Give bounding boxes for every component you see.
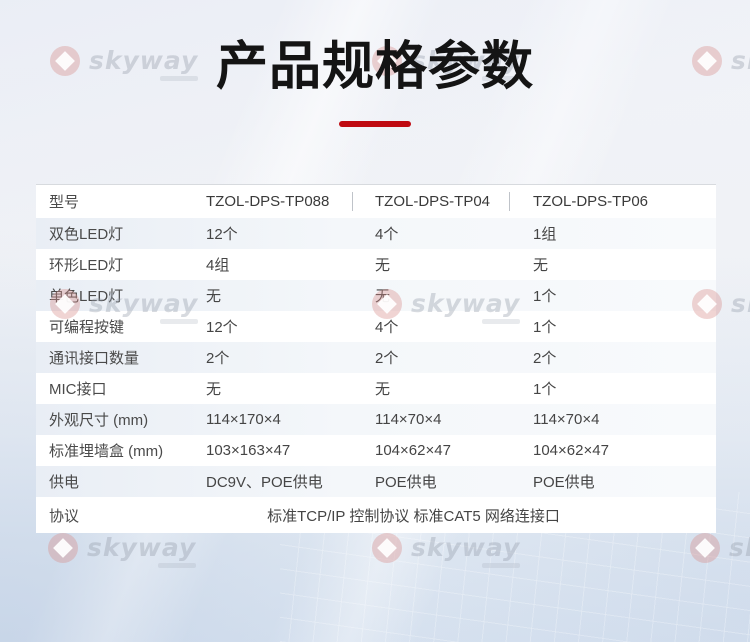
- spec-value: 2个: [206, 350, 230, 367]
- title-divider: [339, 121, 411, 127]
- spec-value: 无: [375, 257, 391, 274]
- skyway-subtext: [158, 563, 197, 568]
- skyway-wordmark: skyway: [411, 533, 521, 562]
- diamond-icon: [377, 538, 397, 558]
- spec-value: 104×62×47: [533, 442, 609, 459]
- table-row: 标准埋墙盒 (mm) 103×163×47 104×62×47 104×62×4…: [36, 435, 716, 466]
- spec-table: 型号 TZOL-DPS-TP088 TZOL-DPS-TP04 TZOL-DPS…: [36, 184, 716, 533]
- spec-value: 1个: [533, 288, 557, 305]
- spec-value: POE供电: [375, 474, 437, 491]
- spec-value: 1个: [533, 319, 557, 336]
- spec-value: 1组: [533, 226, 557, 243]
- table-header-row: 型号 TZOL-DPS-TP088 TZOL-DPS-TP04 TZOL-DPS…: [36, 185, 716, 218]
- header-separator: [509, 192, 510, 211]
- spec-label: 单色LED灯: [49, 288, 124, 305]
- page-title: 产品规格参数: [215, 38, 534, 96]
- table-row: 环形LED灯 4组 无 无: [36, 249, 716, 280]
- spec-value: 无: [375, 381, 391, 398]
- skyway-subtext: [482, 563, 521, 568]
- skyway-logo-icon: [372, 533, 402, 563]
- spec-label: 协议: [49, 507, 80, 525]
- table-row: 通讯接口数量 2个 2个 2个: [36, 342, 716, 373]
- spec-value: 114×170×4: [206, 411, 281, 428]
- spec-label: 可编程按键: [49, 319, 125, 336]
- spec-label: 双色LED灯: [49, 226, 124, 243]
- skyway-wordmark: skyway: [729, 533, 750, 562]
- column-header-model-1: TZOL-DPS-TP088: [206, 193, 330, 210]
- model-row-label: 型号: [49, 194, 80, 211]
- skyway-watermark: skyway: [690, 533, 750, 563]
- column-header-model-3: TZOL-DPS-TP06: [533, 193, 649, 210]
- spec-value: POE供电: [533, 474, 595, 491]
- skyway-watermark: skyway: [372, 533, 521, 568]
- spec-label: 供电: [49, 474, 80, 491]
- spec-label: 通讯接口数量: [49, 350, 140, 367]
- spec-label: 标准埋墙盒 (mm): [49, 443, 164, 460]
- header-separator: [352, 192, 353, 211]
- skyway-wordmark: skyway: [731, 289, 750, 318]
- spec-value: 4组: [206, 257, 230, 274]
- spec-value: 104×62×47: [375, 442, 451, 459]
- table-row: 单色LED灯 无 无 1个: [36, 280, 716, 311]
- spec-value: 114×70×4: [533, 411, 600, 428]
- spec-value: 4个: [375, 319, 399, 336]
- spec-value: 12个: [206, 319, 238, 336]
- skyway-watermark: skyway: [48, 533, 197, 568]
- protocol-value: 标准TCP/IP 控制协议 标准CAT5 网络连接口: [267, 507, 560, 525]
- spec-value: 2个: [375, 350, 399, 367]
- table-row: 外观尺寸 (mm) 114×170×4 114×70×4 114×70×4: [36, 404, 716, 435]
- spec-value: 4个: [375, 226, 399, 243]
- spec-value: 103×163×47: [206, 442, 291, 459]
- skyway-wordmark: skyway: [87, 533, 197, 562]
- spec-label: 外观尺寸 (mm): [49, 412, 149, 429]
- spec-label: 环形LED灯: [49, 257, 124, 274]
- table-row: MIC接口 无 无 1个: [36, 373, 716, 404]
- skyway-logo-icon: [48, 533, 78, 563]
- table-row: 可编程按键 12个 4个 1个: [36, 311, 716, 342]
- table-row: 双色LED灯 12个 4个 1组: [36, 218, 716, 249]
- spec-value: 无: [206, 381, 222, 398]
- spec-label: MIC接口: [49, 381, 107, 398]
- spec-value: 12个: [206, 226, 238, 243]
- spec-value: 114×70×4: [375, 411, 442, 428]
- protocol-row: 协议 标准TCP/IP 控制协议 标准CAT5 网络连接口: [36, 497, 716, 533]
- table-body: 双色LED灯 12个 4个 1组 环形LED灯 4组 无 无 单色LED灯 无 …: [36, 218, 716, 497]
- spec-value: DC9V、POE供电: [206, 474, 323, 491]
- table-row: 供电 DC9V、POE供电 POE供电 POE供电: [36, 466, 716, 497]
- spec-value: 1个: [533, 381, 557, 398]
- skyway-logo-icon: [690, 533, 720, 563]
- spec-value: 无: [533, 257, 549, 274]
- spec-value: 无: [375, 288, 391, 305]
- spec-value: 2个: [533, 350, 557, 367]
- diamond-icon: [53, 538, 73, 558]
- diamond-icon: [695, 538, 715, 558]
- spec-value: 无: [206, 288, 222, 305]
